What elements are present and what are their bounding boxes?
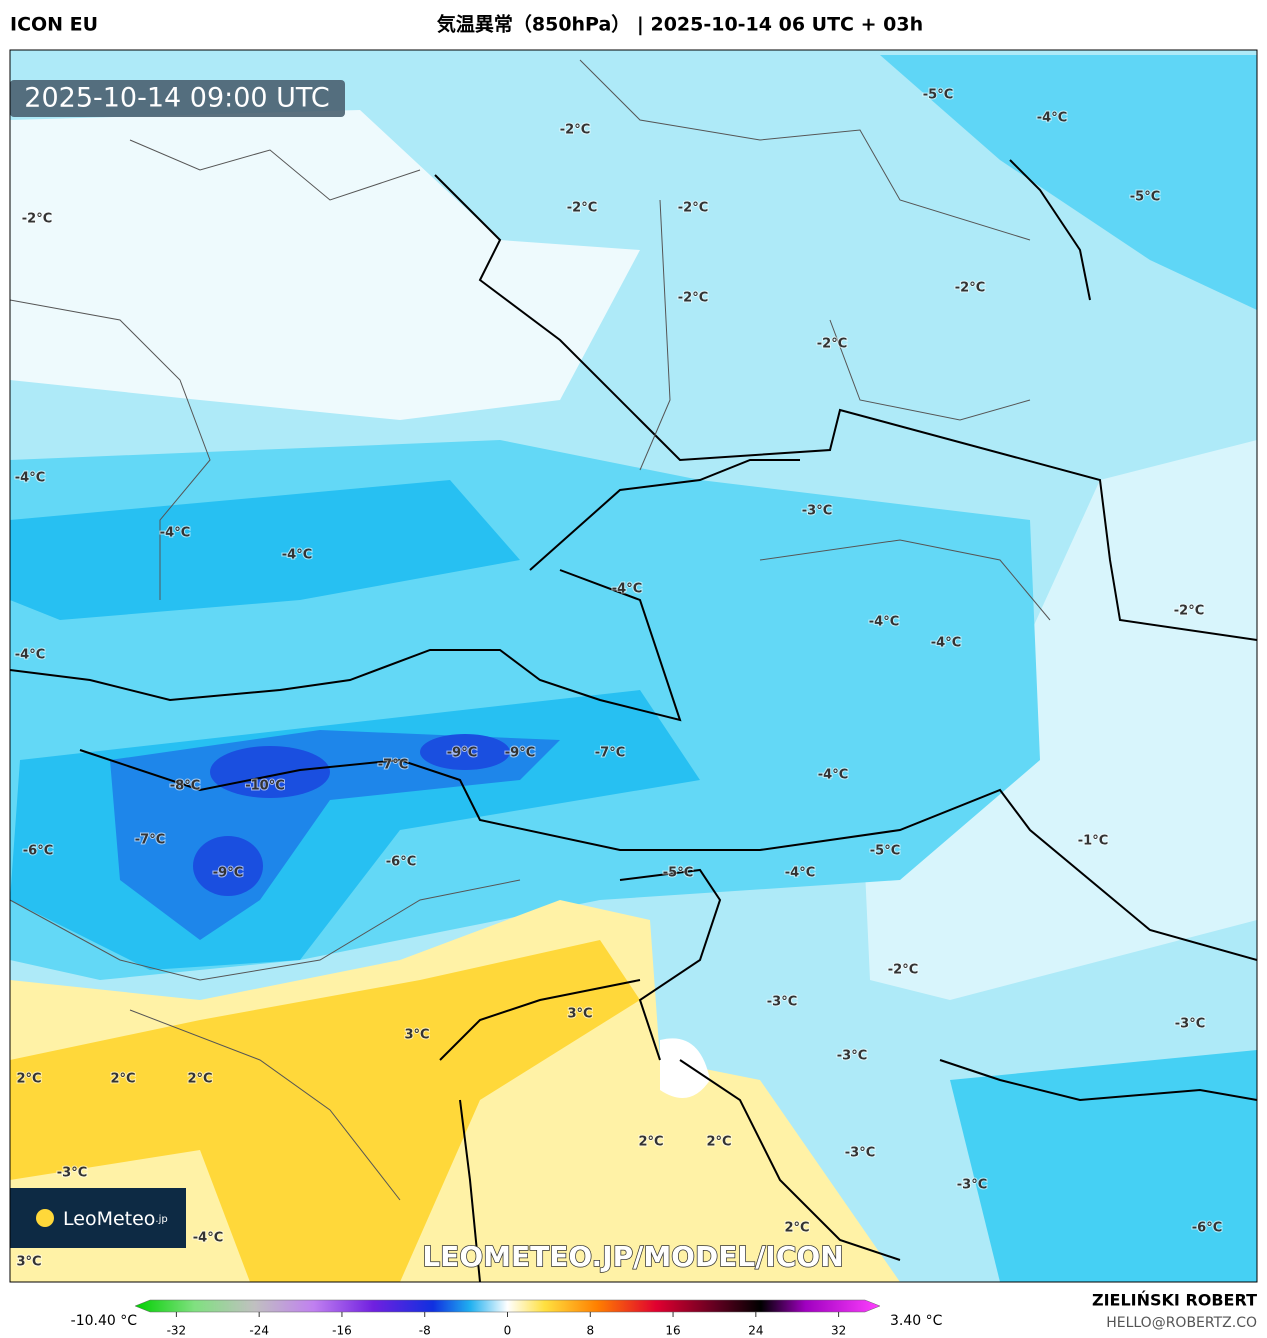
field	[660, 1038, 710, 1098]
field	[10, 480, 520, 620]
regions	[10, 59, 1051, 1201]
colorbar-ramp	[134, 1299, 881, 1313]
contour-label: -3°C	[957, 1178, 987, 1193]
contour-label: -2°C	[888, 963, 918, 978]
contour-label: -3°C	[1175, 1017, 1205, 1032]
watermark: LEOMETEO.JP/MODEL/ICON	[422, 1240, 843, 1273]
logo-text: LeoMeteo	[63, 1208, 155, 1230]
colorbar-tick-label: 24	[748, 1324, 763, 1338]
contour-label: -8°C	[170, 779, 200, 794]
contour-label: -4°C	[612, 582, 642, 597]
field	[193, 836, 263, 896]
contour-label: -2°C	[955, 281, 985, 296]
field	[950, 1050, 1257, 1282]
contour-label: -5°C	[663, 866, 693, 881]
field	[10, 110, 640, 420]
contour-label: -9°C	[213, 866, 243, 881]
contour-label: -4°C	[15, 648, 45, 663]
map-title: 気温異常（850hPa） | 2025-10-14 06 UTC + 03h	[437, 13, 923, 36]
contour-label: -2°C	[22, 212, 52, 227]
contour-label: -4°C	[931, 636, 961, 651]
field	[420, 734, 510, 770]
contour-label: -4°C	[193, 1231, 223, 1246]
colorbar-tick-label: 32	[831, 1324, 846, 1338]
colorbar: -10.40 °C 3.40 °C -32 -24 -16 -8 0 8 16 24 32	[71, 1299, 943, 1338]
contour-label: -5°C	[923, 88, 953, 103]
contour-labels: -2°C -5°C -4°C -2°C -2°C -2°C -5°C -2°C -2°C -2°C…	[14, 87, 1223, 1271]
contour-label: -4°C	[1037, 111, 1067, 126]
contour-label: -2°C	[678, 201, 708, 216]
contour-label: -10°C	[245, 779, 285, 794]
colorbar-min: -10.40 °C	[71, 1313, 138, 1329]
contour-label: -4°C	[869, 615, 899, 630]
contour-label: -3°C	[767, 995, 797, 1010]
colorbar-tick-label: 0	[504, 1324, 512, 1338]
timestamp-box	[10, 80, 345, 117]
contour-label: -4°C	[785, 866, 815, 881]
logo: LeoMeteo.jp	[63, 1208, 168, 1230]
contour-label: -4°C	[160, 526, 190, 541]
contour-label: -7°C	[378, 758, 408, 773]
field	[210, 746, 330, 798]
contour-label: -3°C	[845, 1146, 875, 1161]
contour-label: 2°C	[110, 1072, 135, 1087]
map-frame	[9, 49, 1258, 1283]
colorbar-tick-label: -8	[419, 1324, 431, 1338]
contour-label: -6°C	[386, 855, 416, 870]
contour-label: 2°C	[706, 1135, 731, 1150]
field	[880, 55, 1257, 310]
contour-label: -2°C	[567, 201, 597, 216]
logo-sun	[36, 1209, 54, 1227]
contour-label: -5°C	[870, 844, 900, 859]
contour-label: -2°C	[1174, 604, 1204, 619]
email: HELLO@ROBERTZ.CO	[1106, 1315, 1257, 1331]
contour-label: 3°C	[567, 1007, 592, 1022]
contour-label: -7°C	[135, 833, 165, 848]
map-area: 2025-10-14 09:00 UTC -2°C-5°C-4°C-2°C-2°…	[10, 50, 1257, 1282]
colorbar-max: 3.40 °C	[890, 1313, 943, 1329]
contour-label: -3°C	[837, 1049, 867, 1064]
field	[10, 940, 640, 1282]
contour-label: -6°C	[23, 844, 53, 859]
contour-label: -1°C	[1078, 834, 1108, 849]
author: ZIELIŃSKI ROBERT	[1092, 1291, 1257, 1310]
colorbar-tick-label: 8	[586, 1324, 594, 1338]
colorbar-tick-label: 16	[665, 1324, 680, 1338]
contour-label: 2°C	[784, 1221, 809, 1236]
contour-label: -3°C	[802, 504, 832, 519]
contour-label: -4°C	[818, 768, 848, 783]
model-name: ICON EU	[10, 14, 98, 36]
contour-label: 2°C	[638, 1135, 663, 1150]
colorbar-tick-label: -16	[332, 1324, 352, 1338]
field	[860, 440, 1257, 1000]
contour-label: -9°C	[447, 746, 477, 761]
contour-label: -9°C	[505, 746, 535, 761]
contour-label: 2°C	[16, 1072, 41, 1087]
logo-suffix: .jp	[155, 1214, 167, 1225]
timestamp: 2025-10-14 09:00 UTC	[24, 83, 329, 114]
colorbar-tick-label: -24	[249, 1324, 269, 1338]
contour-label: 3°C	[16, 1255, 41, 1270]
contour-label: -6°C	[1192, 1221, 1222, 1236]
contour-label: -5°C	[1130, 190, 1160, 205]
contour-label: -2°C	[560, 123, 590, 138]
contour-label: -3°C	[57, 1166, 87, 1181]
contour-label: 2°C	[187, 1072, 212, 1087]
contour-label: -4°C	[15, 471, 45, 486]
contour-label: -2°C	[817, 337, 847, 352]
contour-label: 3°C	[404, 1028, 429, 1043]
colorbar-tick-label: -32	[167, 1324, 187, 1338]
contour-label: -4°C	[282, 548, 312, 563]
contour-label: -7°C	[595, 746, 625, 761]
borders	[10, 159, 1257, 1282]
contour-label: -2°C	[678, 291, 708, 306]
